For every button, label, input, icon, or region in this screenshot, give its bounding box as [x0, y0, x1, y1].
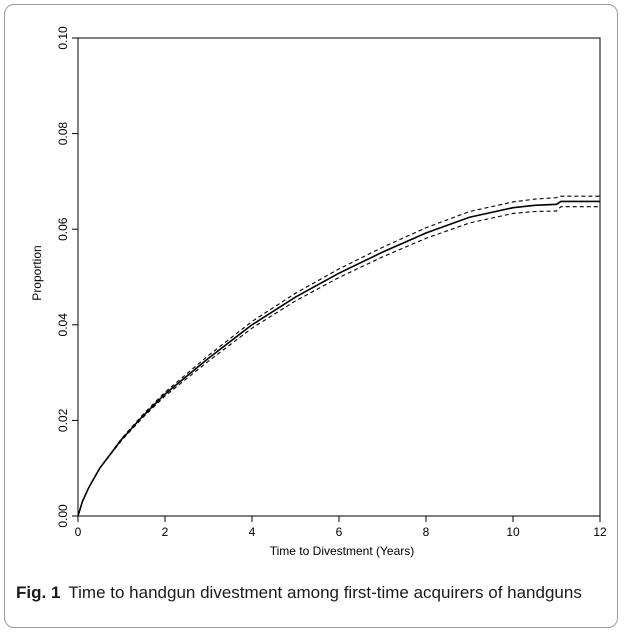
x-tick-label: 2 — [162, 525, 169, 539]
confidence-bound-line — [77, 195, 600, 517]
x-tick-label: 12 — [593, 525, 607, 539]
figure-caption-text: Time to handgun divestment among first-t… — [68, 583, 582, 602]
estimate-line — [77, 200, 600, 517]
y-tick-label: 0.00 — [56, 504, 70, 528]
y-tick-label: 0.06 — [56, 217, 70, 241]
x-tick-label: 10 — [506, 525, 520, 539]
series-layer — [77, 195, 600, 517]
figure-caption: Fig. 1 Time to handgun divestment among f… — [16, 582, 606, 604]
y-axis-label: Proportion — [30, 245, 44, 300]
figure-label: Fig. 1 — [16, 583, 61, 602]
plot-area-border — [77, 37, 601, 517]
y-tick-label: 0.10 — [56, 26, 70, 50]
survival-chart: 0 2 4 6 8 10 12 0.00 0.02 0.04 0.06 0.08 0.10 Time … — [30, 26, 607, 558]
figure-frame — [4, 4, 618, 628]
y-tick-label: 0.04 — [56, 313, 70, 337]
x-axis-label: Time to Divestment (Years) — [270, 544, 415, 558]
y-tick-label: 0.08 — [56, 122, 70, 146]
y-tick-label: 0.02 — [56, 408, 70, 432]
confidence-bound-line — [77, 206, 600, 517]
x-axis: 0 2 4 6 8 10 12 — [75, 516, 607, 539]
y-axis: 0.00 0.02 0.04 0.06 0.08 0.10 — [56, 26, 78, 528]
x-tick-label: 6 — [336, 525, 343, 539]
x-tick-label: 4 — [249, 525, 256, 539]
x-tick-label: 0 — [75, 525, 82, 539]
x-tick-label: 8 — [423, 525, 430, 539]
